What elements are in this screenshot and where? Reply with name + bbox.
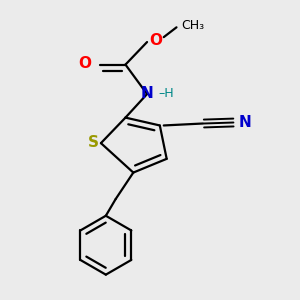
Text: O: O <box>79 56 92 71</box>
Text: CH₃: CH₃ <box>182 19 205 32</box>
Text: –H: –H <box>159 87 175 100</box>
Text: N: N <box>239 115 252 130</box>
Text: O: O <box>149 33 162 48</box>
Text: S: S <box>88 135 99 150</box>
Text: N: N <box>141 85 153 100</box>
